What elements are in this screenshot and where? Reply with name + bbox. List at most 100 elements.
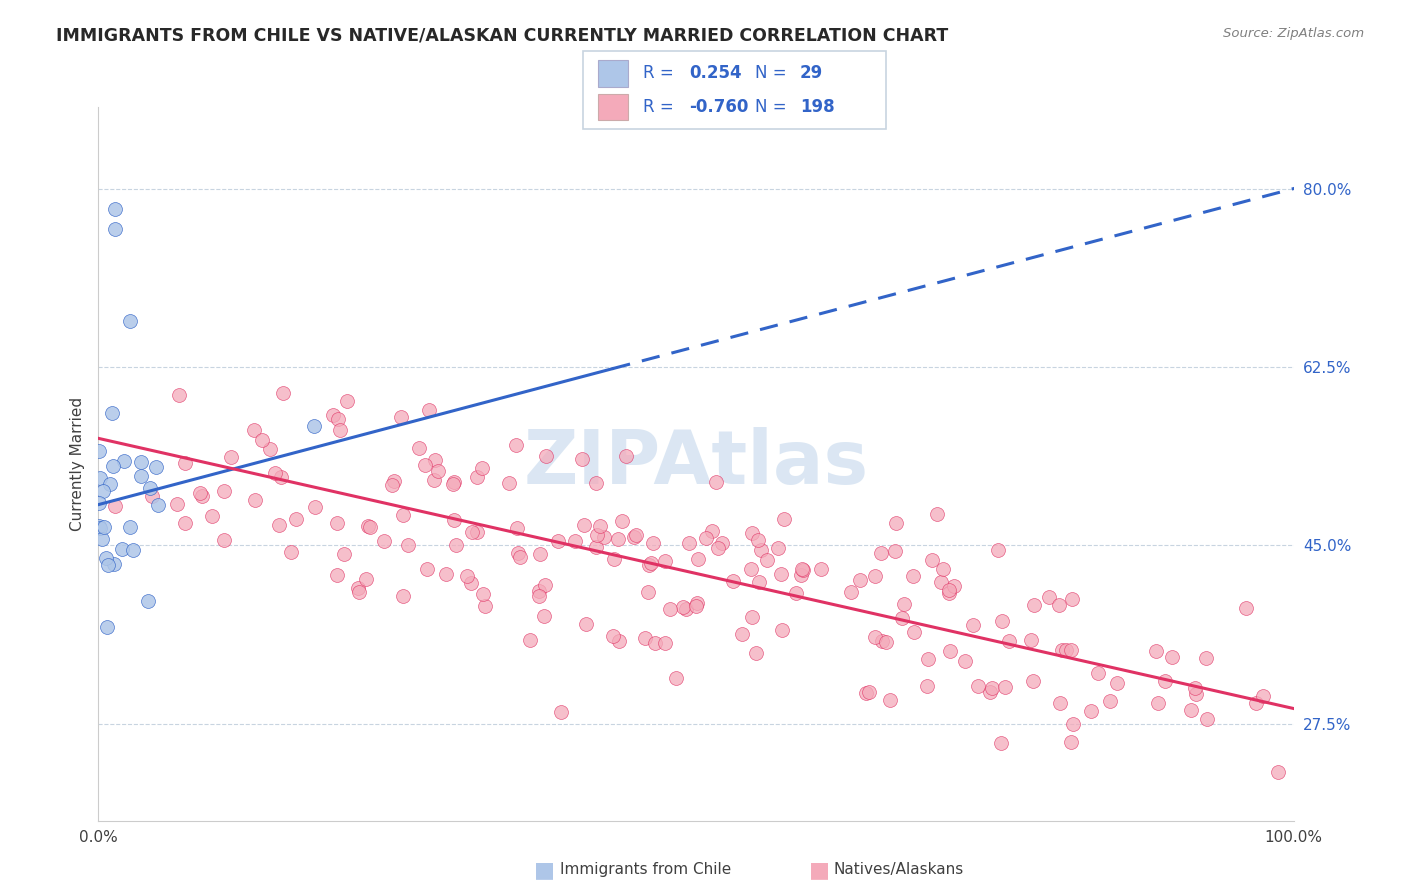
Point: [917, 679, 939, 693]
Point: [1234, 600, 1257, 615]
Point: [927, 508, 949, 522]
Point: [174, 516, 197, 530]
Point: [711, 536, 734, 550]
Point: [103, 557, 125, 571]
Point: [1098, 694, 1121, 708]
Point: [839, 585, 862, 599]
Point: [593, 530, 616, 544]
Point: [415, 562, 437, 576]
Point: [461, 524, 484, 539]
Point: [529, 547, 551, 561]
Point: [770, 624, 793, 638]
Point: [1054, 643, 1077, 657]
Point: [678, 536, 700, 550]
Point: [434, 566, 457, 581]
Point: [533, 609, 555, 624]
Point: [91, 483, 114, 498]
Point: [700, 524, 723, 538]
Point: [1024, 599, 1046, 613]
Point: [498, 476, 520, 491]
Point: [534, 449, 557, 463]
Point: [101, 406, 124, 420]
Point: [585, 540, 607, 554]
Point: [564, 533, 586, 548]
Point: [89, 496, 111, 510]
Point: [942, 578, 965, 592]
Point: [870, 546, 893, 560]
Point: [756, 553, 779, 567]
Point: [465, 524, 488, 539]
Point: [686, 552, 709, 566]
Point: [610, 514, 633, 528]
Point: [748, 575, 770, 590]
Point: [1184, 681, 1206, 695]
Point: [422, 473, 444, 487]
Point: [979, 685, 1001, 699]
Point: [441, 477, 464, 491]
Point: [89, 471, 111, 485]
Point: [1062, 717, 1084, 731]
Point: [201, 509, 224, 524]
Point: [219, 450, 242, 464]
Text: N =: N =: [755, 98, 792, 116]
Point: [654, 554, 676, 568]
Point: [129, 454, 152, 468]
Point: [990, 736, 1012, 750]
Point: [740, 562, 762, 576]
Point: [614, 449, 637, 463]
Point: [89, 518, 111, 533]
Point: [527, 584, 550, 599]
Point: [381, 478, 404, 492]
Point: [326, 412, 349, 426]
Point: [259, 442, 281, 456]
Point: [139, 481, 162, 495]
Point: [901, 569, 924, 583]
Point: [408, 441, 430, 455]
Point: [413, 458, 436, 472]
Point: [747, 533, 769, 548]
Point: [1244, 696, 1267, 710]
Point: [547, 533, 569, 548]
Point: [790, 562, 813, 576]
Point: [744, 646, 766, 660]
Point: [1253, 690, 1275, 704]
Point: [104, 499, 127, 513]
Point: [471, 460, 494, 475]
Point: [883, 544, 905, 558]
Point: [998, 633, 1021, 648]
Point: [932, 562, 955, 576]
Text: IMMIGRANTS FROM CHILE VS NATIVE/ALASKAN CURRENTLY MARRIED CORRELATION CHART: IMMIGRANTS FROM CHILE VS NATIVE/ALASKAN …: [56, 27, 949, 45]
Point: [643, 536, 665, 550]
Point: [929, 575, 952, 590]
Point: [326, 568, 349, 582]
Point: [855, 686, 877, 700]
Text: N =: N =: [755, 64, 792, 82]
Point: [509, 550, 531, 565]
Point: [329, 423, 352, 437]
Point: [980, 681, 1002, 695]
Point: [148, 498, 170, 512]
Point: [264, 466, 287, 480]
Point: [173, 457, 195, 471]
Point: [271, 385, 294, 400]
Point: [129, 469, 152, 483]
Point: [270, 470, 292, 484]
Point: [166, 497, 188, 511]
Point: [465, 469, 488, 483]
Point: [1060, 591, 1083, 606]
Point: [304, 500, 326, 515]
Point: [606, 532, 628, 546]
Point: [659, 601, 682, 615]
Point: [991, 614, 1014, 628]
Point: [810, 561, 832, 575]
Point: [707, 541, 730, 556]
Point: [212, 484, 235, 499]
Point: [1060, 735, 1083, 749]
Text: 198: 198: [800, 98, 835, 116]
Point: [704, 475, 727, 489]
Point: [456, 568, 478, 582]
Point: [993, 680, 1015, 694]
Point: [508, 546, 530, 560]
Point: [586, 528, 609, 542]
Point: [1050, 642, 1073, 657]
